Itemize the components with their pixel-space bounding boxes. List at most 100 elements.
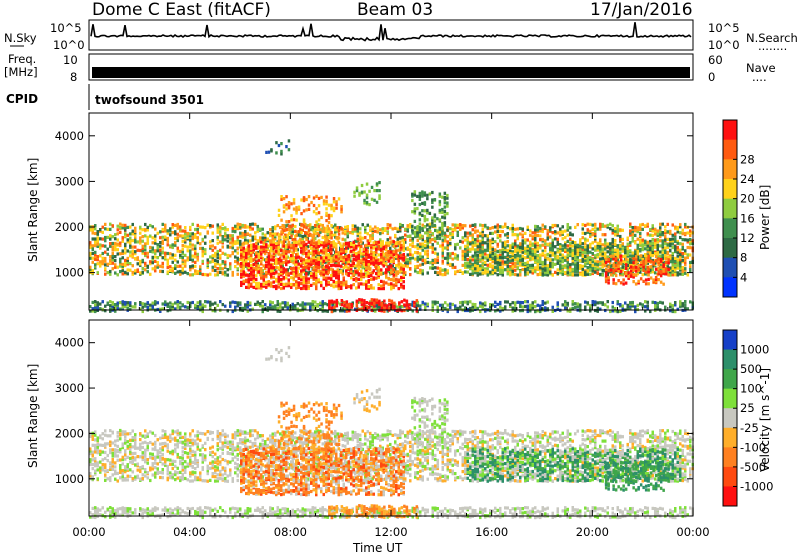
power-echo <box>479 234 482 238</box>
power-echo <box>280 277 283 282</box>
power-echo <box>337 232 341 236</box>
power-echo <box>395 252 398 256</box>
power-echo <box>292 282 295 287</box>
power-echo <box>151 305 154 310</box>
power-echo <box>386 226 389 230</box>
power-echo <box>354 224 357 228</box>
power-echo <box>631 236 634 240</box>
power-echo <box>491 271 494 275</box>
power-echo <box>287 201 291 205</box>
power-echo <box>646 307 649 311</box>
power-echo <box>151 301 154 305</box>
power-echo <box>359 265 362 269</box>
power-echo <box>411 309 414 313</box>
power-echo <box>330 251 333 255</box>
power-echo <box>305 274 308 278</box>
power-echo <box>381 227 384 231</box>
power-echo <box>196 305 199 309</box>
power-echo <box>519 309 522 313</box>
power-echo <box>179 229 182 233</box>
power-echo <box>245 262 248 266</box>
power-echo <box>345 305 349 309</box>
power-echo <box>423 225 427 229</box>
power-echo <box>239 225 242 229</box>
power-echo <box>234 249 237 253</box>
power-echo <box>414 250 417 255</box>
power-echo <box>252 248 255 252</box>
power-echo <box>146 255 149 259</box>
power-echo <box>290 202 293 206</box>
power-echo <box>317 241 320 245</box>
power-echo <box>320 258 323 262</box>
power-echo <box>390 302 394 306</box>
power-echo <box>337 271 340 275</box>
power-echo <box>469 224 472 228</box>
power-echo <box>681 238 684 242</box>
power-echo <box>290 282 293 287</box>
power-echo <box>469 272 472 276</box>
power-echo <box>344 260 347 264</box>
power-echo <box>484 301 487 305</box>
power-echo <box>121 302 124 306</box>
power-echo <box>297 230 301 234</box>
power-echo <box>360 259 363 263</box>
power-echo <box>444 306 447 311</box>
power-echo <box>424 231 427 235</box>
power-echo <box>291 304 294 308</box>
power-echo <box>594 222 597 226</box>
power-echo <box>91 269 94 273</box>
power-echo <box>327 242 330 246</box>
power-echo <box>411 210 414 214</box>
power-echo <box>651 224 654 228</box>
power-echo <box>461 271 464 275</box>
power-echo <box>504 222 507 226</box>
power-echo <box>267 262 270 266</box>
power-echo <box>346 225 349 229</box>
power-echo <box>409 234 412 238</box>
power-echo <box>334 309 337 313</box>
power-echo <box>356 232 359 236</box>
power-echo <box>676 248 679 252</box>
power-echo <box>262 244 265 249</box>
power-echo <box>441 195 444 199</box>
power-echo <box>304 222 307 226</box>
power-echo <box>186 300 189 305</box>
power-echo <box>443 213 447 217</box>
power-echo <box>179 272 182 276</box>
power-echo <box>299 222 302 226</box>
power-echo <box>469 258 472 262</box>
power-echo <box>355 299 359 303</box>
power-echo <box>484 234 487 238</box>
power-echo <box>539 229 542 233</box>
power-echo <box>516 244 519 248</box>
power-echo <box>325 229 328 233</box>
power-echo <box>416 264 419 268</box>
power-echo <box>310 273 313 277</box>
power-echo <box>367 253 370 257</box>
power-echo <box>299 234 302 238</box>
power-echo <box>484 269 487 273</box>
power-echo <box>249 233 252 237</box>
power-echo <box>501 260 504 264</box>
power-echo <box>441 273 444 277</box>
power-echo <box>287 224 291 228</box>
power-echo <box>340 264 343 268</box>
power-echo <box>151 246 154 250</box>
power-echo <box>621 304 624 308</box>
power-echo <box>414 266 417 270</box>
power-echo <box>362 257 365 261</box>
power-echo <box>327 216 331 220</box>
power-echo <box>426 242 429 246</box>
power-echo <box>514 248 517 252</box>
power-echo <box>684 231 687 236</box>
power-echo <box>519 226 522 231</box>
power-echo <box>106 235 109 239</box>
power-echo <box>161 239 164 243</box>
power-echo <box>94 309 97 314</box>
power-echo <box>129 232 132 236</box>
power-echo <box>224 273 227 277</box>
power-echo <box>219 300 222 304</box>
nsky-label: N.Sky <box>4 31 37 45</box>
power-echo <box>194 271 197 276</box>
power-echo <box>267 268 270 272</box>
